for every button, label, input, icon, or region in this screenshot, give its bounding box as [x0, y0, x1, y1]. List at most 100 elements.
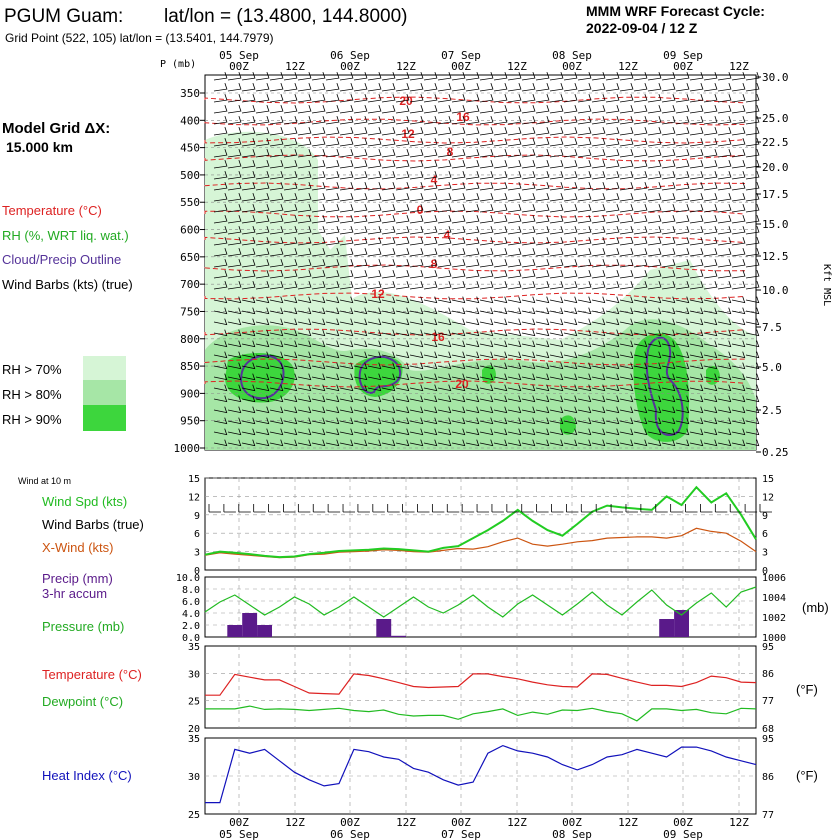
wind-barb — [689, 280, 704, 290]
height-tick-label: 12.5 — [762, 250, 789, 263]
wind-barb — [591, 362, 606, 370]
wind-barb — [241, 373, 256, 381]
wind-barb — [241, 269, 256, 279]
wind-barb — [241, 115, 256, 125]
label-temperature: Temperature (°C) — [42, 667, 142, 682]
wind-barb — [647, 362, 662, 370]
wind-barb — [549, 236, 564, 246]
height-tick-label: 10.0 — [762, 284, 789, 297]
wind-barb — [493, 93, 508, 103]
wind-barb — [451, 362, 466, 370]
wind-barb — [675, 318, 690, 326]
wind-barb — [339, 307, 354, 315]
wind-barb — [353, 307, 368, 315]
wind-barb — [689, 214, 704, 224]
wind-barb — [479, 82, 494, 92]
wind-barb — [479, 340, 494, 348]
wind-barb — [717, 340, 732, 348]
wind-barb — [619, 384, 634, 392]
wind-barb — [745, 236, 760, 246]
bottom-hour-label: 00Z — [673, 816, 693, 829]
wind-barb — [535, 192, 550, 202]
wind-barb — [507, 115, 522, 125]
wind-barb — [479, 225, 494, 235]
wind-barb — [647, 307, 662, 315]
wind-barb — [479, 159, 494, 169]
wind-barb — [269, 280, 284, 290]
wind-barb — [675, 428, 690, 436]
wind-barb — [255, 318, 270, 326]
wind-barb — [479, 71, 494, 81]
wind-barb — [731, 280, 746, 290]
wind-barb — [423, 93, 438, 103]
wind-barb — [423, 71, 438, 81]
wind-barb — [633, 406, 648, 414]
wind-barb — [661, 137, 676, 147]
wind-barb — [689, 406, 704, 414]
wind-barb — [311, 439, 326, 447]
wind-barb — [381, 137, 396, 147]
wind-tick-label-right: 9 — [762, 511, 768, 522]
wind-barb — [605, 71, 620, 81]
surface-wind-barb — [327, 504, 341, 513]
wind-barb — [563, 170, 578, 180]
wind-barb — [283, 384, 298, 392]
wind-barb — [269, 192, 284, 202]
label-precip2: 3-hr accum — [42, 586, 107, 601]
wind-barb — [311, 373, 326, 381]
wind-barb — [241, 406, 256, 414]
wind-barb — [619, 362, 634, 370]
wind-barb — [577, 340, 592, 348]
rh80-region — [205, 319, 756, 450]
wind-barb — [423, 362, 438, 370]
precip-tick-label: 0.0 — [182, 633, 200, 644]
wind-barb — [381, 329, 396, 337]
wind-barb — [297, 214, 312, 224]
wind-barb — [591, 170, 606, 180]
wind-barb — [479, 115, 494, 125]
wind-barb — [633, 247, 648, 257]
height-tick-label: 5.0 — [762, 361, 782, 374]
wind-barb — [451, 159, 466, 169]
wind-barb — [689, 258, 704, 268]
wind-barb — [283, 236, 298, 246]
wind-barb — [479, 439, 494, 447]
wind-barb — [269, 417, 284, 425]
gridpoint-label: Grid Point (522, 105) lat/lon = (13.5401… — [5, 31, 274, 45]
wind-barb — [493, 137, 508, 147]
pressure-tick-label: 450 — [180, 142, 200, 155]
wind-barb — [325, 428, 340, 436]
wind-barb — [507, 82, 522, 92]
wind-barb — [269, 428, 284, 436]
height-tick-label: 20.0 — [762, 161, 789, 174]
wind-barb — [227, 373, 242, 381]
wind-barb — [409, 170, 424, 180]
surface-wind-barb — [312, 504, 326, 513]
wind-barb — [409, 362, 424, 370]
temp-f-tick-label: 95 — [762, 642, 774, 653]
wind-barb — [633, 373, 648, 381]
wind-barb — [689, 192, 704, 202]
top-date-label: 08 Sep — [552, 49, 592, 62]
wind-barb — [661, 104, 676, 114]
temp-f-tick-label: 77 — [762, 696, 774, 707]
wind-barb — [717, 148, 732, 158]
top-hour-label: 12Z — [729, 60, 749, 73]
wind-barb — [451, 318, 466, 326]
temperature-contour — [204, 328, 746, 336]
wind-barb — [563, 296, 578, 304]
wind-barb — [353, 373, 368, 381]
top-date-label: 09 Sep — [663, 49, 703, 62]
wind-barb — [465, 71, 480, 81]
wind-tick-label-left: 0 — [194, 566, 200, 577]
wind-barb — [283, 225, 298, 235]
wind-barb — [521, 280, 536, 290]
precip-bar — [257, 625, 272, 637]
wind-barb — [339, 269, 354, 279]
wind-barb — [605, 351, 620, 359]
wind-barb — [577, 428, 592, 436]
wind-barb — [619, 258, 634, 268]
wind-barb — [227, 247, 242, 257]
wind-barb — [577, 329, 592, 337]
wind-barb — [367, 340, 382, 348]
